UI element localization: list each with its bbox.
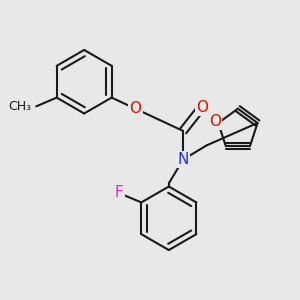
Text: O: O xyxy=(209,114,221,129)
Text: F: F xyxy=(115,185,124,200)
Text: CH₃: CH₃ xyxy=(8,100,32,113)
Text: O: O xyxy=(196,100,208,115)
Text: N: N xyxy=(177,152,189,167)
Text: O: O xyxy=(130,101,142,116)
